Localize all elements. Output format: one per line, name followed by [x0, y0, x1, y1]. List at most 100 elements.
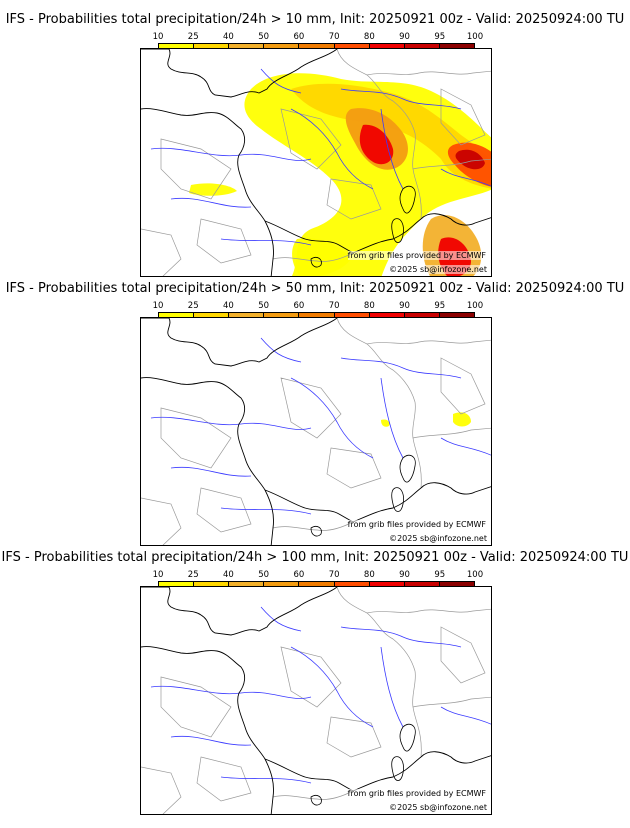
- river: [340, 357, 462, 379]
- admin-border: [336, 318, 422, 489]
- island-coastline: [310, 257, 322, 268]
- coastline: [141, 318, 338, 367]
- coastline: [264, 756, 422, 792]
- island-coastline: [399, 723, 416, 752]
- legend-tick-label: 25: [187, 301, 199, 311]
- forecast-panel-10mm: IFS - Probabilities total precipitation/…: [0, 12, 630, 282]
- legend-tick-label: 70: [328, 570, 340, 580]
- legend-color-swatch: [369, 44, 405, 49]
- admin-border: [280, 646, 342, 708]
- admin-border: [196, 756, 252, 802]
- legend-color-swatch: [299, 313, 335, 318]
- island-coastline: [310, 526, 322, 537]
- river: [220, 238, 312, 246]
- coastline: [420, 213, 491, 226]
- island-coastline: [399, 454, 416, 483]
- copyright-label: ©2025 sb@infozone.net: [389, 534, 487, 543]
- river: [170, 466, 252, 477]
- forecast-panel-50mm: IFS - Probabilities total precipitation/…: [0, 281, 630, 551]
- admin-border: [366, 339, 491, 345]
- admin-border: [196, 487, 252, 533]
- river: [380, 646, 404, 728]
- coastline: [420, 482, 491, 495]
- admin-border: [336, 587, 422, 758]
- legend-tick-label: 95: [434, 570, 446, 580]
- legend-tick-label: 40: [223, 570, 234, 580]
- legend-tick-label: 50: [258, 570, 270, 580]
- legend-tick-label: 10: [152, 301, 164, 311]
- island-coastline: [391, 487, 404, 512]
- admin-border: [160, 407, 232, 469]
- river: [440, 706, 491, 725]
- admin-border: [141, 497, 182, 545]
- legend-color-swatch: [404, 313, 440, 318]
- legend-color-swatch: [264, 44, 300, 49]
- coastline: [141, 377, 274, 545]
- legend-color-swatch: [264, 313, 300, 318]
- legend-tick-label: 90: [399, 32, 410, 42]
- legend-tick-label: 70: [328, 301, 340, 311]
- legend-color-swatch: [194, 44, 230, 49]
- river: [170, 197, 252, 208]
- coastline: [141, 646, 274, 814]
- river: [170, 735, 252, 746]
- precipitation-area: [455, 149, 485, 170]
- coastline: [141, 108, 274, 276]
- panel-title: IFS - Probabilities total precipitation/…: [1, 550, 629, 565]
- legend-tick-label: 70: [328, 32, 340, 42]
- river: [260, 337, 302, 363]
- river: [340, 626, 462, 648]
- river: [220, 776, 312, 784]
- legend-color-swatch: [264, 582, 300, 587]
- legend-tick-label: 25: [187, 570, 199, 580]
- legend-tick-label: 80: [363, 301, 375, 311]
- admin-border: [440, 88, 486, 146]
- precipitation-area: [453, 412, 471, 427]
- precipitation-area: [291, 83, 491, 189]
- coastline: [141, 49, 338, 98]
- admin-border: [160, 676, 232, 738]
- admin-border: [366, 608, 491, 614]
- island-coastline: [391, 756, 404, 781]
- copyright-label: ©2025 sb@infozone.net: [389, 803, 487, 812]
- source-credit: from grib files provided by ECMWF: [347, 789, 486, 798]
- river: [150, 147, 312, 161]
- river: [380, 108, 404, 190]
- admin-border: [160, 138, 232, 200]
- forecast-panel-100mm: IFS - Probabilities total precipitation/…: [0, 550, 630, 820]
- copyright-label: ©2025 sb@infozone.net: [389, 265, 487, 274]
- legend-color-swatch: [439, 313, 474, 318]
- river: [380, 377, 404, 459]
- panel-title: IFS - Probabilities total precipitation/…: [5, 12, 625, 27]
- legend-color-swatch: [439, 582, 474, 587]
- legend-tick-label: 95: [434, 301, 446, 311]
- legend-color-swatch: [369, 313, 405, 318]
- legend-color-swatch: [404, 582, 440, 587]
- legend-tick-label: 40: [223, 32, 234, 42]
- legend-color-swatch: [334, 582, 370, 587]
- admin-border: [440, 357, 486, 415]
- river: [290, 108, 374, 190]
- admin-border: [412, 158, 491, 170]
- admin-border: [196, 218, 252, 264]
- precipitation-map: from grib files provided by ECMWF ©2025 …: [140, 317, 492, 546]
- admin-border: [272, 521, 354, 531]
- legend-color-swatch: [159, 582, 195, 587]
- admin-border: [272, 790, 354, 800]
- legend-color-swatch: [334, 44, 370, 49]
- admin-border: [280, 108, 342, 170]
- map-canvas: [141, 587, 491, 814]
- legend-color-swatch: [299, 44, 335, 49]
- legend-tick-label: 25: [187, 32, 199, 42]
- admin-border: [280, 377, 342, 439]
- admin-border: [366, 70, 491, 76]
- admin-border: [141, 228, 182, 276]
- legend-color-swatch: [369, 582, 405, 587]
- legend-tick-label: 60: [293, 570, 305, 580]
- legend-color-swatch: [404, 44, 440, 49]
- legend-color-swatch: [334, 313, 370, 318]
- legend-tick-label: 100: [466, 301, 484, 311]
- legend-tick-label: 60: [293, 301, 305, 311]
- sea-area: [141, 587, 491, 814]
- legend-color-swatch: [229, 313, 265, 318]
